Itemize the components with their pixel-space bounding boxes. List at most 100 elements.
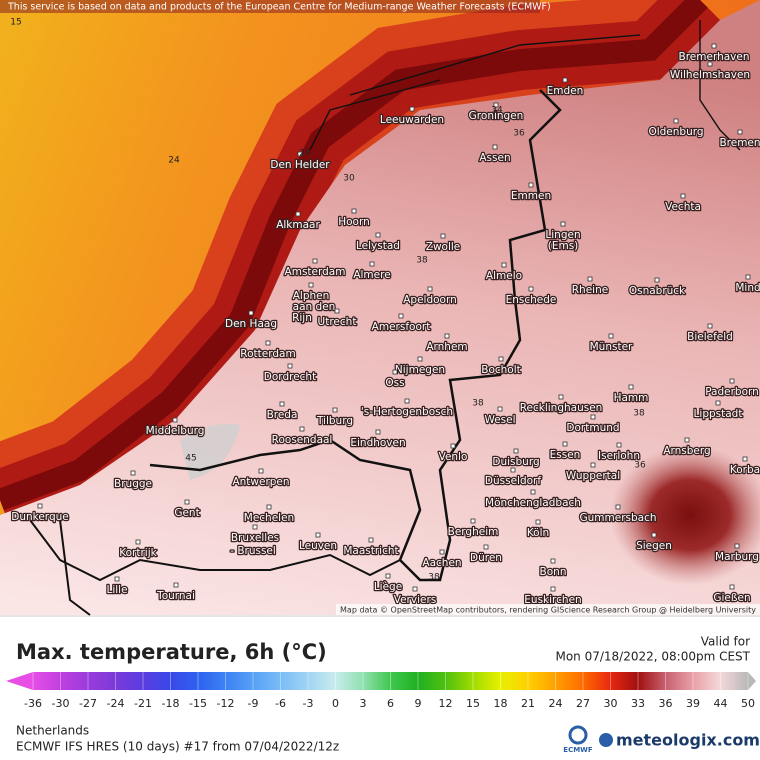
city-marker (315, 532, 321, 538)
city-label: Arnhem (426, 341, 467, 353)
city-label: Wilhelmshaven (670, 69, 750, 81)
city-marker (680, 193, 686, 199)
city-marker (332, 407, 338, 413)
city-label: Bocholt (481, 364, 521, 376)
city-marker (590, 414, 596, 420)
city-marker (369, 261, 375, 267)
city-marker (483, 544, 489, 550)
city-label: Korba (730, 464, 760, 476)
city-label: Gummersbach (579, 512, 656, 524)
scale-tick-label: -24 (107, 697, 125, 710)
city-label: Almelo (486, 270, 522, 282)
contour-label: 15 (10, 18, 21, 28)
scale-tick-label: -6 (275, 697, 286, 710)
map: Bremerhaven Wilhelmshaven Emden Leeuwarden G… (0, 0, 760, 616)
city-label: Lingen (545, 229, 580, 241)
scale-tick-label: -15 (189, 697, 207, 710)
contour-label: 38 (472, 399, 484, 409)
city-marker (654, 277, 660, 283)
city-marker (616, 442, 622, 448)
scale-tick-label: -21 (134, 697, 152, 710)
ecmwf-logo (568, 725, 588, 745)
city-marker (608, 333, 614, 339)
city-label: Dordrecht (264, 371, 316, 383)
city-marker (734, 543, 740, 549)
scale-tick-label: -9 (248, 697, 259, 710)
city-marker (440, 233, 446, 239)
site[interactable]: meteologix.com (616, 731, 760, 750)
city-label: Bonn (540, 566, 567, 578)
scale-tick-label: 21 (521, 697, 535, 710)
contour-label-layer: 15 24 29 34 36 30 38 38 38 36 45 38 (10, 18, 646, 583)
city-label: Utrecht (318, 316, 357, 328)
city-marker (562, 441, 568, 447)
city-label: Groningen (469, 110, 524, 122)
city-marker (558, 394, 564, 400)
city-marker (444, 333, 450, 339)
city-label: Oss (385, 377, 404, 389)
contour-label: 24 (168, 156, 180, 166)
city-label: Wuppertal (566, 470, 620, 482)
city-marker (37, 503, 43, 509)
city-label: Recklinghausen (520, 402, 603, 414)
scale-tick-label: 27 (576, 697, 590, 710)
valid-label: Valid for (701, 635, 750, 649)
city-label: Maastricht (343, 545, 398, 557)
city-label: Mind (735, 282, 760, 294)
city-marker (375, 232, 381, 238)
city-label: Breda (267, 409, 298, 421)
scale-tick-label: 33 (631, 697, 645, 710)
city-label: Bielefeld (687, 331, 733, 343)
city-label: Nijmegen (395, 364, 445, 376)
scale-tick-label: -36 (24, 697, 42, 710)
city-label: Düren (470, 552, 502, 564)
city-label: Den Helder (270, 159, 330, 171)
city-label: aan den (293, 301, 336, 313)
city-label: Tournai (156, 590, 195, 602)
city-label: Bremen (719, 137, 760, 149)
city-label: Lille (106, 584, 127, 596)
city-marker (501, 262, 507, 268)
city-marker (404, 398, 410, 404)
city-label: Hoorn (338, 216, 370, 228)
contour-label: 34 (491, 106, 503, 116)
site-logo (599, 733, 613, 747)
city-marker (498, 356, 504, 362)
city-marker (528, 182, 534, 188)
city-marker (492, 144, 498, 150)
scale-tick-label: 18 (494, 697, 508, 710)
city-label: Amsterdam (285, 266, 346, 278)
city-label: Lippstadt (694, 408, 743, 420)
city-label: Liège (374, 581, 402, 593)
city-marker (308, 282, 314, 288)
city-marker (493, 102, 499, 108)
city-label: Köln (527, 527, 549, 539)
hottest-band (0, 0, 708, 511)
city-marker (707, 323, 713, 329)
city-label: Verviers (394, 594, 437, 606)
city-label: Gent (174, 507, 199, 519)
city-label: Duisburg (492, 456, 539, 468)
city-label: Marburg (715, 551, 759, 563)
city-marker (550, 586, 556, 592)
scale-tick-label: 12 (439, 697, 453, 710)
city-label: Alkmaar (276, 219, 320, 231)
city-marker (427, 286, 433, 292)
city-marker (375, 429, 381, 435)
city-label: Emden (547, 85, 584, 97)
contour-label: 38 (633, 409, 645, 419)
contour-label: 29 (299, 149, 311, 159)
city-marker (510, 467, 516, 473)
city-marker (715, 400, 721, 406)
contour-label: 36 (513, 129, 525, 139)
city-marker (265, 340, 271, 346)
city-marker (173, 582, 179, 588)
city-label: Bergheim (448, 526, 499, 538)
city-label: Venlo (439, 451, 468, 463)
city-label: Assen (479, 152, 510, 164)
contour-label: 36 (634, 461, 646, 471)
scale-tick-label: 50 (741, 697, 755, 710)
city-label: Mönchengladbach (485, 497, 581, 509)
city-marker (707, 61, 713, 67)
city-label: Apeldoorn (403, 294, 457, 306)
